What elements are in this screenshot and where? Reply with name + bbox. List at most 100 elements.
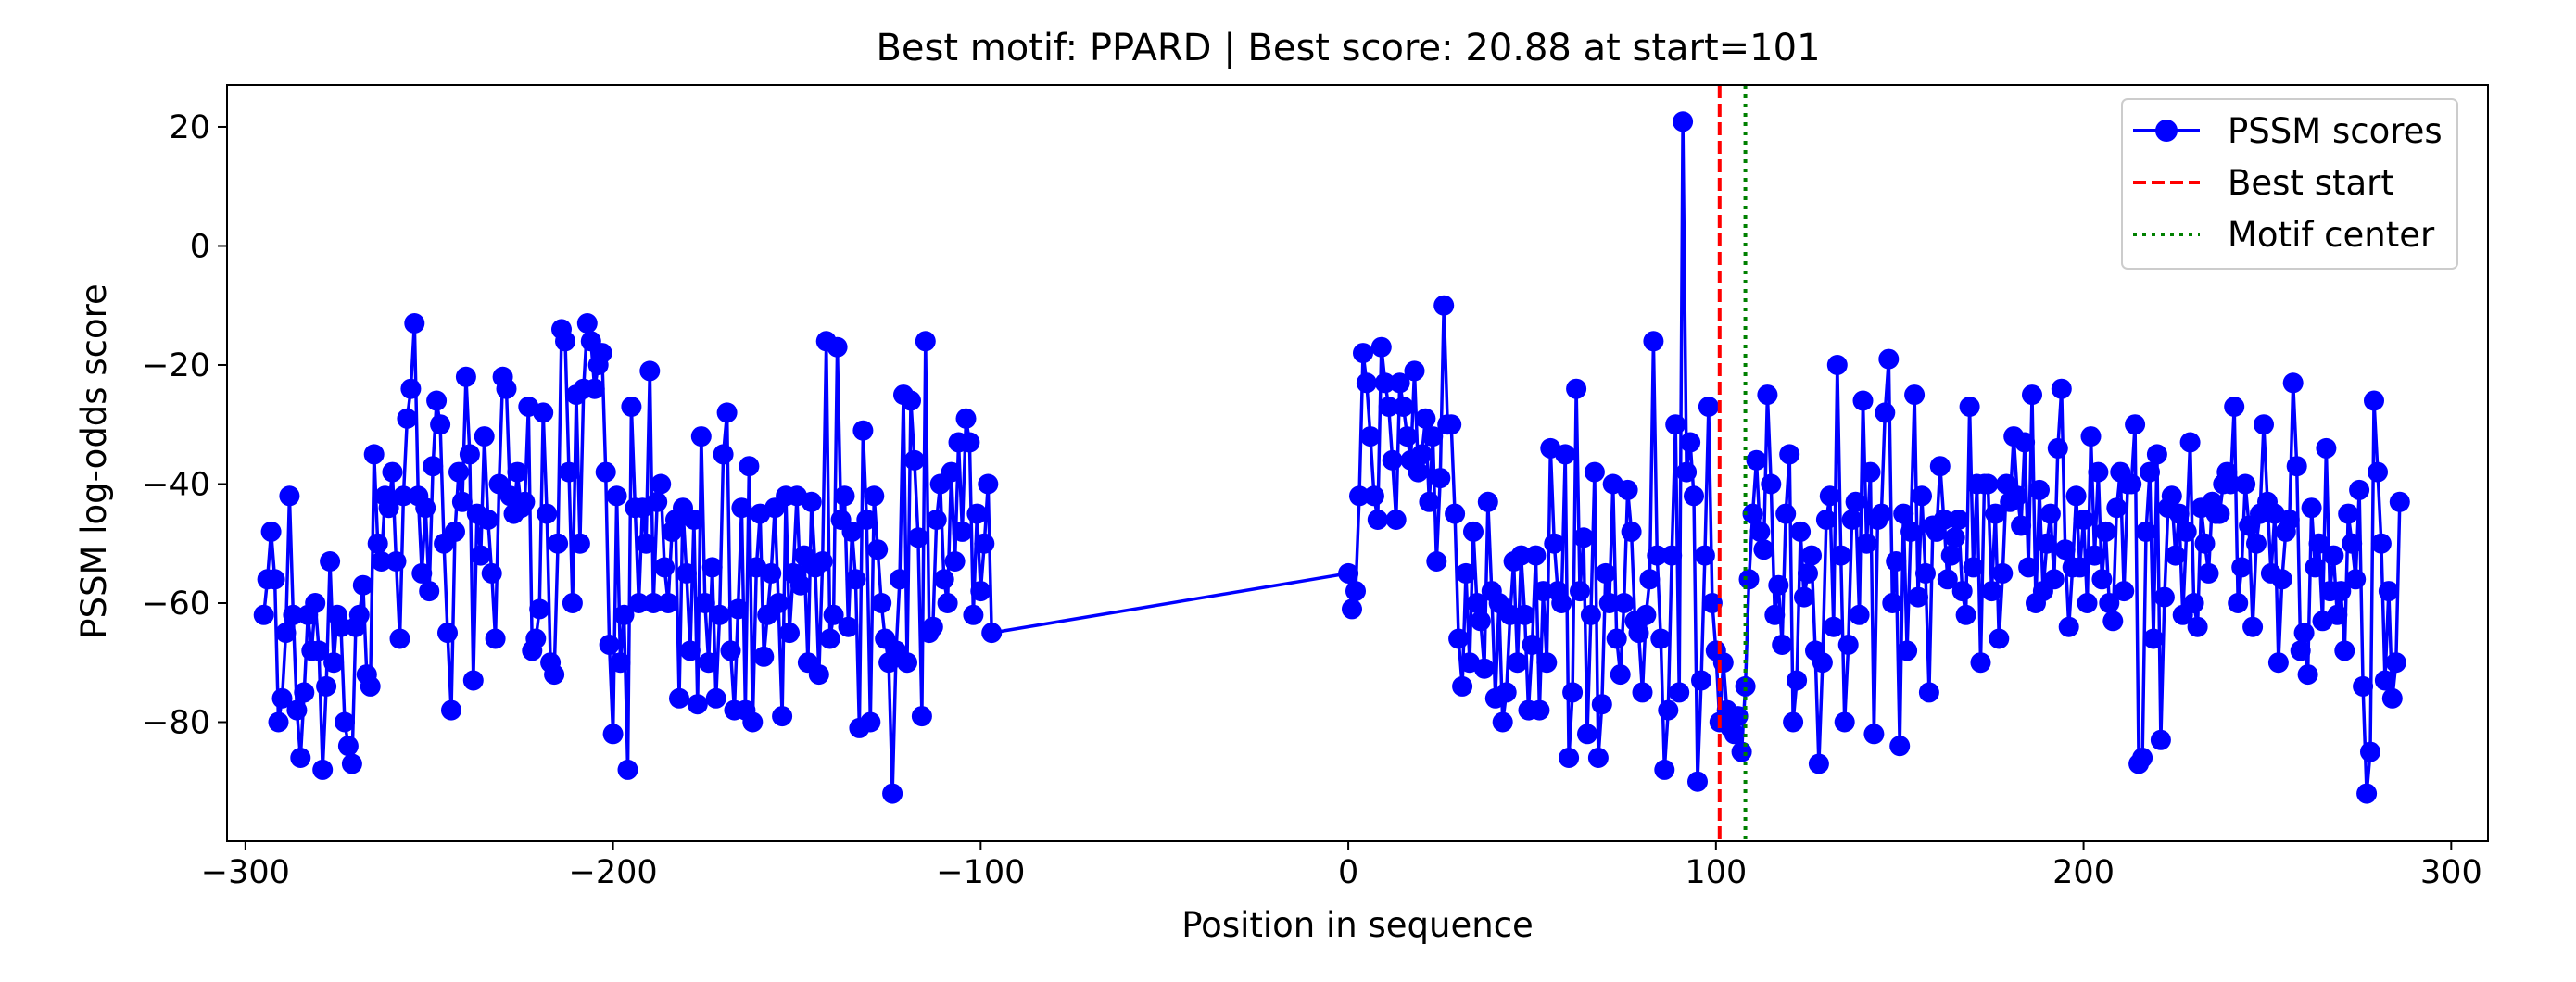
pssm-score-point [2220,473,2241,495]
pssm-score-point [650,473,672,495]
pssm-score-point [941,461,962,483]
pssm-score-point [1764,604,1786,625]
pssm-score-point [2353,675,2374,697]
pssm-score-point [727,598,749,620]
pssm-score-point [2308,533,2330,554]
pssm-score-point [309,640,330,661]
pssm-score-point [2136,521,2156,542]
pssm-score-point [1536,652,1558,674]
pssm-score-point [1456,562,1476,584]
pssm-score-point [1544,533,1565,554]
pssm-score-point [1367,510,1388,530]
pssm-score-point [716,402,738,423]
pssm-score-point [1463,521,1484,542]
pssm-score-point [529,598,550,620]
pssm-score-point [1342,598,1362,620]
pssm-score-point [2143,628,2164,649]
pssm-score-point [2043,569,2065,590]
pssm-score-point [400,378,422,399]
pssm-score-point [690,426,712,447]
pssm-score-point [1856,533,1877,554]
pssm-score-point [2011,515,2032,536]
pssm-score-point [1363,485,1384,507]
pssm-score-point [1779,444,1800,465]
pssm-score-point [2301,497,2322,519]
pssm-score-point [320,551,341,572]
pssm-score-point [753,646,775,667]
pssm-score-point [801,491,822,512]
pssm-score-point [2279,510,2300,530]
y-axis-label: PSSM log-odds score [74,283,114,638]
pssm-score-point [1834,711,1855,733]
pssm-score-point [544,664,565,686]
pssm-score-point [2267,652,2289,674]
pssm-score-point [2356,783,2378,804]
pssm-score-point [455,366,476,387]
legend-label-pssm-scores: PSSM scores [2228,111,2443,151]
pssm-score-point [1837,635,1859,655]
pssm-score-point [1448,628,1470,649]
pssm-score-point [1433,295,1455,316]
pssm-score-point [1419,491,1440,512]
pssm-score-point [2297,664,2318,686]
legend-label-best-start: Best start [2228,163,2394,203]
y-tick-label: −40 [142,466,210,503]
pssm-score-point [1933,510,1954,530]
pssm-score-point [1555,444,1576,465]
pssm-score-point [423,456,444,477]
pssm-score-point [1470,611,1491,632]
pssm-score-point [856,510,878,530]
pssm-score-point [981,623,1003,644]
pssm-score-point [2242,616,2264,637]
pssm-score-point [1849,604,1870,625]
pssm-score-point [1617,479,1638,500]
pssm-score-point [768,593,789,613]
chart-title: Best motif: PPARD | Best score: 20.88 at… [876,27,1820,69]
pssm-score-point [341,753,362,774]
pssm-score-point [2183,593,2204,613]
pssm-score-point [404,313,425,334]
pssm-score-point [621,397,642,417]
pssm-score-point [1790,521,1812,542]
pssm-score-point [845,569,866,590]
pssm-score-point [2228,593,2249,613]
pssm-score-point [838,616,859,637]
pssm-score-point [610,652,631,674]
pssm-score-point [2368,461,2388,483]
pssm-score-point [2198,562,2219,584]
pssm-score-point [1801,545,1822,566]
pssm-score-point [772,706,793,727]
pssm-score-point [720,640,741,661]
pssm-score-point [2153,586,2175,608]
pssm-score-point [1918,682,1939,703]
pssm-score-point [2176,521,2197,542]
pssm-score-point [709,604,730,625]
pssm-score-point [1904,384,1926,406]
pssm-score-point [2069,557,2090,578]
pssm-score-point [268,711,289,733]
pssm-score-point [1929,456,1951,477]
pssm-score-point [1573,527,1594,548]
pssm-score-point [926,510,947,530]
pssm-score-point [1404,360,1425,382]
x-tick-label: −100 [936,854,1025,891]
pssm-score-point [628,593,650,613]
pssm-score-point [562,593,583,613]
pssm-score-point [1415,408,1436,429]
pssm-score-point [1635,604,1657,625]
pssm-score-point [481,562,502,584]
pssm-score-point [2051,378,2072,399]
y-tick-label: 20 [169,109,210,146]
pssm-score-point [1349,485,1370,507]
pssm-score-point [911,706,932,727]
pssm-score-point [2290,640,2311,661]
legend-label-motif-center: Motif center [2228,215,2435,255]
pssm-score-point [1819,485,1840,507]
legend-frame [2121,98,2458,270]
pssm-score-point [1735,675,1756,697]
pssm-score-point [1522,635,1543,655]
pssm-score-point [1359,426,1381,447]
pssm-score-point [1889,736,1911,757]
pssm-score-point [569,533,590,554]
pssm-score-point [1893,503,1914,524]
